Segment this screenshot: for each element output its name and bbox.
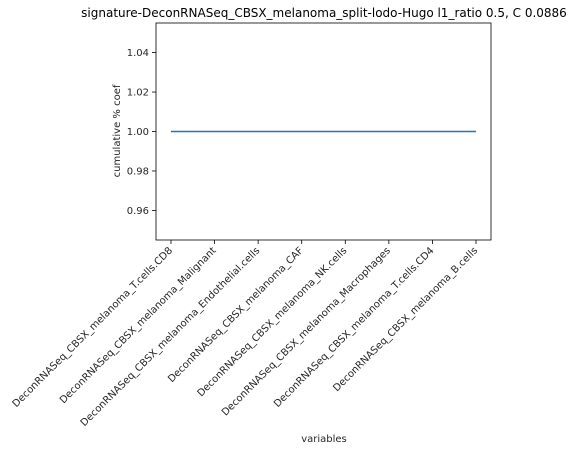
x-tick-label-5: DeconRNASeq_CBSX_melanoma_Macrophages (220, 245, 393, 418)
y-tick-label-3: 1.02 (127, 88, 149, 99)
plot-area (155, 22, 492, 241)
y-tick-label-4: 1.04 (127, 48, 149, 59)
x-tick-label-1: DeconRNASeq_CBSX_melanoma_Malignant (58, 245, 219, 406)
chart-title: signature-DeconRNASeq_CBSX_melanoma_spli… (81, 6, 567, 20)
y-axis-label: cumulative % coef (112, 84, 123, 177)
x-tick-label-0: DeconRNASeq_CBSX_melanoma_T.cells.CD8 (11, 245, 176, 410)
y-tick-label-1: 0.98 (127, 166, 149, 177)
y-tick-label-0: 0.96 (127, 206, 149, 217)
x-axis: DeconRNASeq_CBSX_melanoma_T.cells.CD8Dec… (11, 240, 480, 429)
x-tick-label-6: DeconRNASeq_CBSX_melanoma_T.cells.CD4 (272, 245, 437, 410)
y-tick-label-2: 1.00 (127, 127, 149, 138)
x-tick-label-4: DeconRNASeq_CBSX_melanoma_NK.cells (196, 245, 350, 399)
y-axis: 0.96 0.98 1.00 1.02 1.04 (127, 48, 156, 217)
x-axis-label: variables (301, 434, 347, 445)
